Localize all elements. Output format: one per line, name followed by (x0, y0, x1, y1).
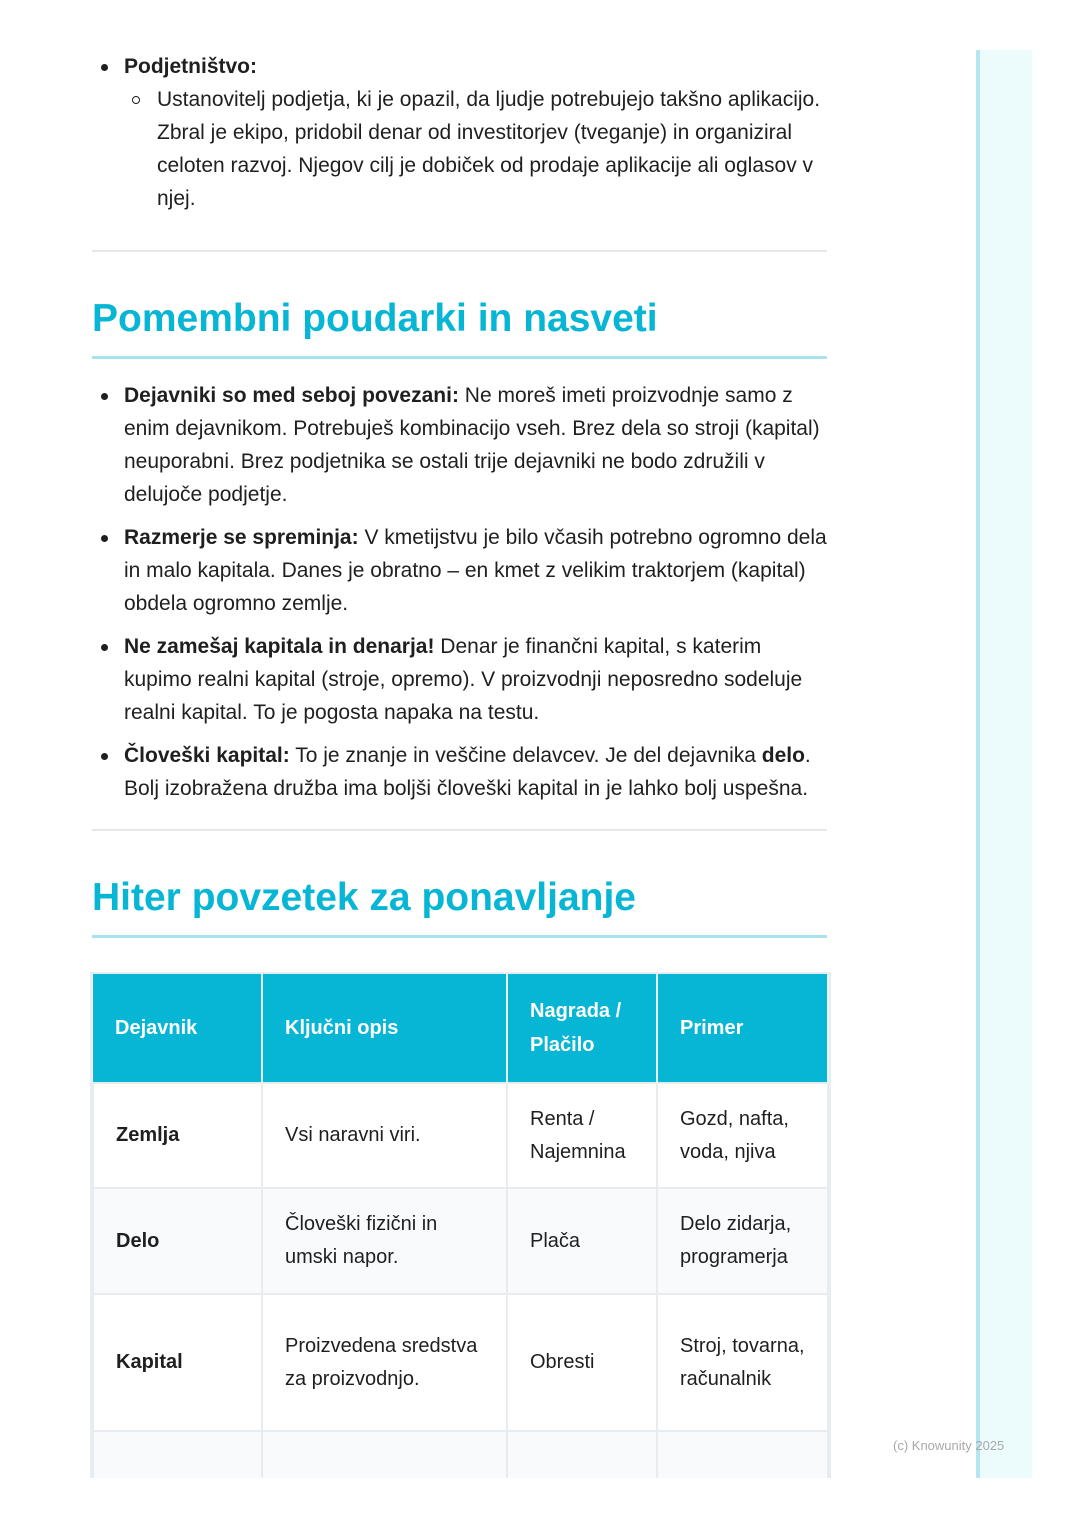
item-bold: Ne zamešaj kapitala in denarja! (124, 635, 435, 658)
factor-name: Kapital (116, 1351, 183, 1373)
list-item: Dejavniki so med seboj povezani: Ne more… (92, 379, 827, 511)
watermark: (c) Knowunity 2025 (893, 1438, 1005, 1453)
item-bold: Dejavniki so med seboj povezani: (124, 384, 459, 407)
table-cell: Kapital (92, 1293, 263, 1432)
table-cell: Delo (92, 1187, 263, 1295)
table-cell: Vsi naravni viri. (261, 1082, 508, 1189)
header-cell: Nagrada / Plačilo (507, 974, 658, 1083)
summary-table: Dejavnik Ključni opis Nagrada / Plačilo … (92, 974, 829, 1478)
table-cell: Gozd, nafta, voda, njiva (656, 1082, 829, 1189)
divider (92, 829, 827, 831)
table-cell (261, 1430, 508, 1478)
table-cell: Delo zidarja, programerja (656, 1187, 829, 1295)
tips-list: Dejavniki so med seboj povezani: Ne more… (92, 379, 827, 805)
header-cell: Dejavnik (93, 974, 263, 1083)
sub-list-item: Ustanovitelj podjetja, ki je opazil, da … (92, 83, 827, 215)
item-text: Denar je finančni kapital, s katerim kup… (124, 635, 803, 724)
list-item: Ne zamešaj kapitala in denarja! Denar je… (92, 630, 827, 729)
table-cell: Stroj, tovarna, računalnik (656, 1293, 829, 1432)
item-text: . Bolj izobražena družba ima boljši člov… (124, 744, 811, 800)
header-cell: Primer (657, 974, 829, 1083)
bullet-heading: Podjetništvo: (124, 55, 258, 78)
document-page: Podjetništvo: Ustanovitelj podjetja, ki … (92, 50, 1032, 1478)
table-row-partial (92, 1430, 829, 1478)
table-row: Zemlja Vsi naravni viri. Renta / Najemni… (92, 1082, 829, 1189)
item-text: To je znanje in veščine delavcev. Je del… (289, 744, 762, 767)
table-cell (506, 1430, 658, 1478)
list-item: Podjetništvo: Ustanovitelj podjetja, ki … (92, 50, 827, 215)
table-cell: Plača (506, 1187, 658, 1295)
table-cell: Zemlja (92, 1082, 263, 1189)
table-row: Kapital Proizvedena sredstva za proizvod… (92, 1293, 829, 1432)
table-cell (656, 1430, 829, 1478)
table-header-row: Dejavnik Ključni opis Nagrada / Plačilo … (93, 974, 829, 1083)
divider (92, 250, 827, 252)
item-text: Ne moreš imeti proizvodnje samo z enim d… (124, 384, 820, 506)
item-bold: delo (761, 744, 805, 767)
side-panel (976, 50, 1032, 1478)
table-cell (92, 1430, 263, 1478)
table-cell: Proizvedena sredstva za proizvodnjo. (261, 1293, 508, 1432)
item-bold: Razmerje se spreminja: (124, 526, 359, 549)
item-text: V kmetijstvu je bilo včasih potrebno ogr… (124, 526, 827, 615)
item-bold: Človeški kapital: (124, 744, 290, 767)
table-cell: Renta / Najemnina (506, 1082, 658, 1189)
entrepreneurship-list: Podjetništvo: Ustanovitelj podjetja, ki … (92, 50, 827, 215)
table-cell: Obresti (506, 1293, 658, 1432)
list-item: Človeški kapital: To je znanje in veščin… (92, 739, 827, 805)
factor-name: Zemlja (116, 1124, 180, 1146)
table-row: Delo Človeški fizični in umski napor. Pl… (92, 1187, 829, 1295)
section-heading: Pomembni poudarki in nasveti (92, 294, 827, 359)
table-cell: Človeški fizični in umski napor. (261, 1187, 508, 1295)
header-cell: Ključni opis (262, 974, 508, 1083)
section-heading: Hiter povzetek za ponavljanje (92, 873, 827, 938)
list-item: Razmerje se spreminja: V kmetijstvu je b… (92, 521, 827, 620)
factor-name: Delo (116, 1229, 160, 1252)
